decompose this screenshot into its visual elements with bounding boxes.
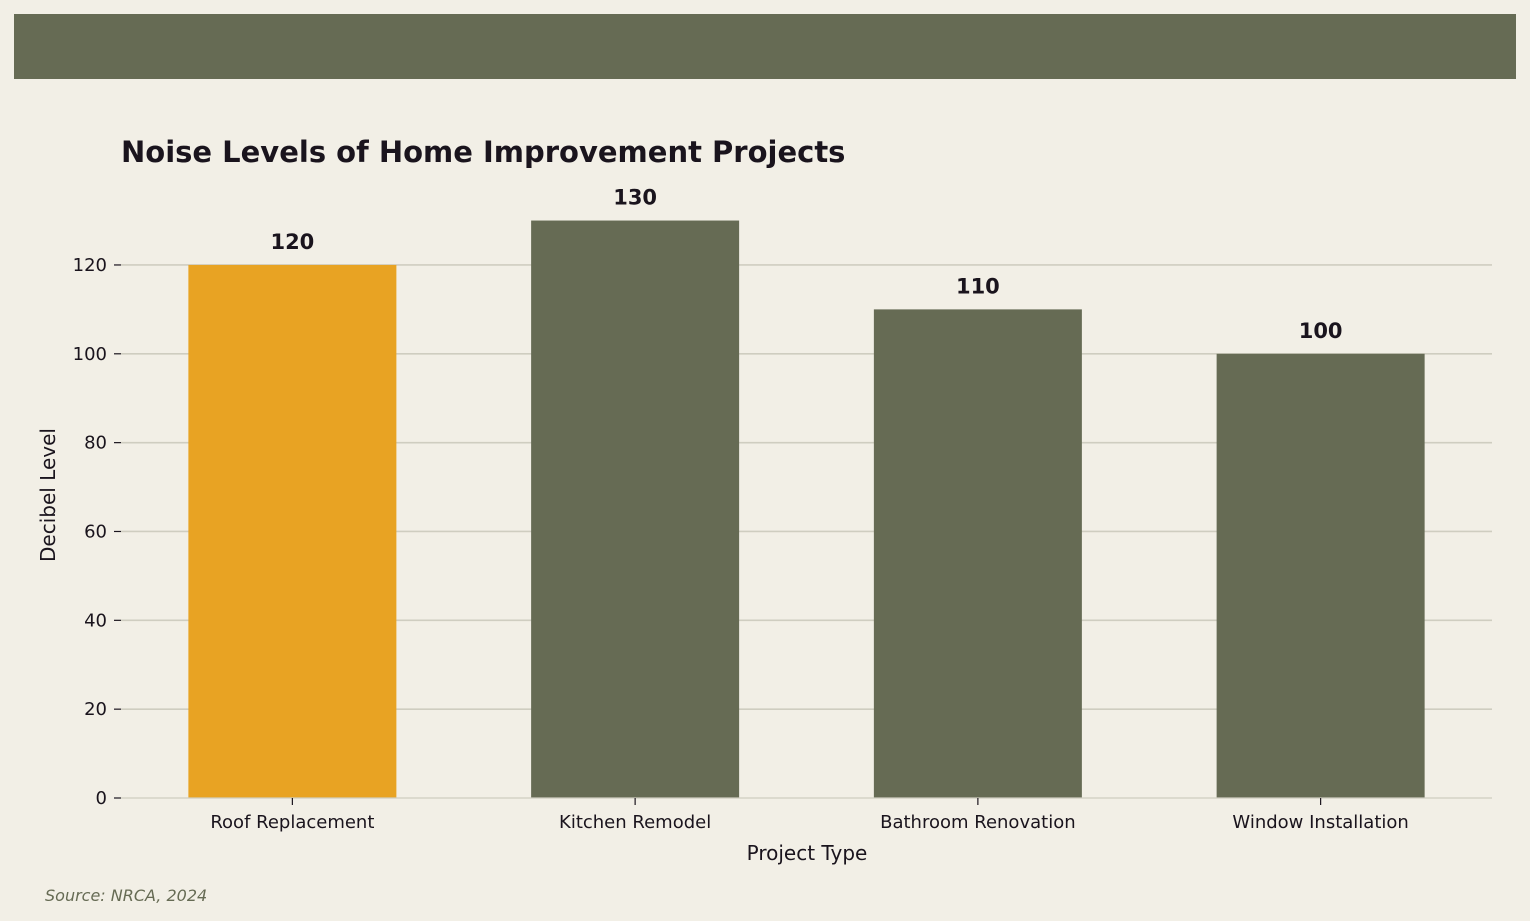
y-tick-label: 80 xyxy=(84,433,107,454)
chart-title: Noise Levels of Home Improvement Project… xyxy=(121,135,845,169)
y-axis: 0 20 40 60 80 100 120 xyxy=(73,255,121,809)
y-tick-label: 100 xyxy=(73,344,107,365)
data-label: 120 xyxy=(270,230,314,254)
y-axis-label: Decibel Level xyxy=(36,428,60,562)
bar-window-installation xyxy=(1216,353,1425,798)
data-label: 130 xyxy=(613,186,657,210)
y-tick-label: 0 xyxy=(96,788,107,809)
bar-bathroom-renovation xyxy=(873,309,1082,798)
x-tick-label: Roof Replacement xyxy=(210,812,374,833)
bar-kitchen-remodel xyxy=(531,220,740,799)
y-tick-label: 60 xyxy=(84,521,107,542)
bars xyxy=(188,220,1425,799)
data-label: 100 xyxy=(1299,319,1343,343)
bar-roof-replacement xyxy=(188,264,397,799)
x-axis: Roof Replacement Kitchen Remodel Bathroom … xyxy=(121,797,1492,833)
x-tick-label: Window Installation xyxy=(1232,812,1408,833)
source-note: Source: NRCA, 2024 xyxy=(45,886,208,905)
y-tick-label: 120 xyxy=(73,255,107,276)
data-label: 110 xyxy=(956,274,1000,298)
x-axis-label: Project Type xyxy=(747,841,868,865)
x-tick-label: Kitchen Remodel xyxy=(559,812,711,833)
y-tick-label: 40 xyxy=(84,610,107,631)
data-labels: 120 130 110 100 xyxy=(270,186,1342,343)
y-tick-label: 20 xyxy=(84,699,107,720)
x-tick-label: Bathroom Renovation xyxy=(880,812,1076,833)
header-band xyxy=(14,14,1516,79)
